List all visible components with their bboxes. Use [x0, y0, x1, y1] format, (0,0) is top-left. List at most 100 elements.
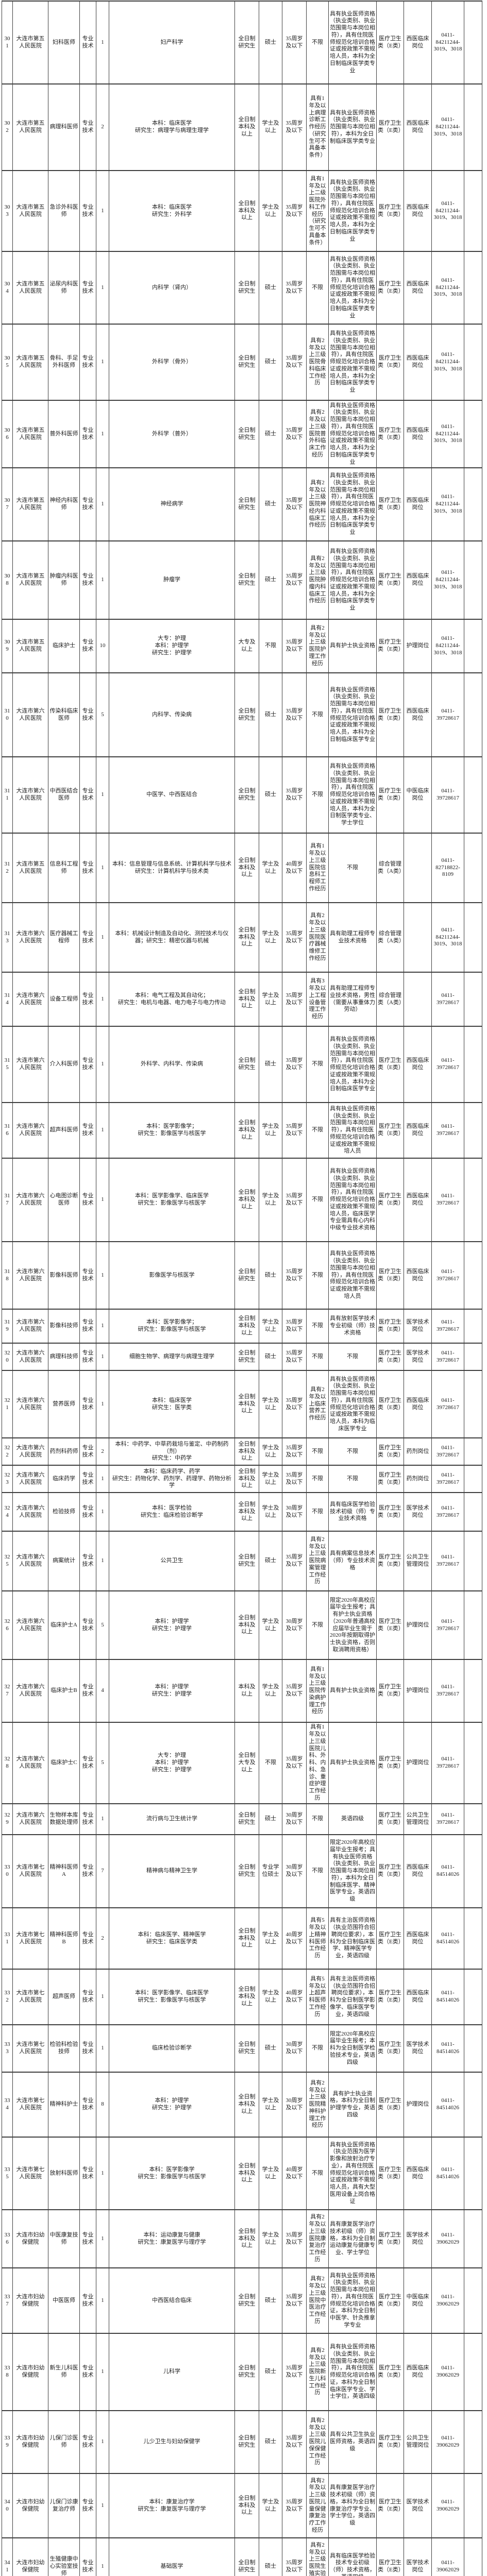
- cell-c4: 1: [96, 2333, 109, 2411]
- cell-c0: 329: [2, 1803, 13, 1835]
- cell-c14: [464, 1492, 482, 1532]
- cell-c14: [464, 1026, 482, 1103]
- cell-c10: 不限: [328, 833, 377, 903]
- cell-c14: [464, 902, 482, 973]
- table-row-338: 338 大连市妇幼保健院 新生儿科医师 专业技术 1 儿科学 全日制研究生 硕士 35周岁及以下…: [2, 2333, 482, 2411]
- table-row-321: 321 大连市第六人民医院 营养医师 专业技术 1 本科：临床医学 研究生：医学类 全日制本…: [2, 1370, 482, 1438]
- cell-c1: 大连市第六人民医院: [12, 672, 48, 757]
- cell-c5: 本科：康复治疗学 研究生：康复医学与理疗学: [109, 2473, 235, 2538]
- cell-c4: 1: [96, 1492, 109, 1532]
- cell-c4: 1: [96, 324, 109, 401]
- cell-c8: 35周岁及以下: [282, 672, 307, 757]
- cell-c1: 大连市第六人民医院: [12, 1370, 48, 1438]
- cell-c1: 大连市第五人民医院: [12, 83, 48, 171]
- cell-c11: 医疗卫生类（E类）: [376, 1102, 404, 1159]
- cell-c9: 具有1年及以上三级医院信息科工程师工作经历: [306, 833, 329, 903]
- cell-c1: 大连市第六人民医院: [12, 1437, 48, 1466]
- cell-c4: 2: [96, 1907, 109, 1970]
- cell-c9: 不限: [306, 672, 329, 757]
- table-row-337: 337 大连市妇幼保健院 中医医师 专业技术 1 中西医结合临床 全日制研究生 硕士 35周岁及…: [2, 2267, 482, 2334]
- cell-c2: 精神科医师B: [48, 1907, 80, 1970]
- cell-c0: 321: [2, 1370, 13, 1438]
- cell-c5: 大专：护理 本科：护理学 研究生：护理学: [109, 1722, 235, 1804]
- table-row-320: 320 大连市第六人民医院 病理科技师 专业技术 1 细胞生物学、病理学与病理生理学 全日制…: [2, 1343, 482, 1371]
- table-row-317: 317 大连市第六人民医院 心电图诊断医师 专业技术 1 本科：医学影像学、临床医学 研究…: [2, 1158, 482, 1242]
- cell-c6: 全日制研究生: [234, 1241, 259, 1310]
- cell-c7: 学士及以上: [259, 1907, 282, 1970]
- cell-c8: 35周岁及以下: [282, 1531, 307, 1591]
- cell-c6: 全日制本科及以上: [234, 972, 259, 1027]
- cell-c9: 不限: [306, 756, 329, 834]
- cell-c13: 0411-39728617: [431, 972, 464, 1027]
- cell-c9: 不限: [306, 1241, 329, 1310]
- cell-c12: 药剂岗位: [404, 1437, 432, 1466]
- cell-c3: 专业技术: [79, 2024, 96, 2073]
- cell-c8: 35周岁及以下: [282, 1102, 307, 1159]
- table-row-301: 301 大连市第五人民医院 妇科医师 专业技术 1 妇产科学 全日制研究生 硕士 35周岁及以下…: [2, 1, 482, 84]
- cell-c2: 超声医师: [48, 1969, 80, 2025]
- cell-c13: 0411-39062029: [431, 2473, 464, 2538]
- cell-c3: 专业技术: [79, 1437, 96, 1466]
- cell-c9: 具有2年及以上三级医院病案管理工作经历: [306, 1531, 329, 1591]
- cell-c7: 硕士: [259, 324, 282, 401]
- cell-c6: 全日制研究生: [234, 251, 259, 325]
- cell-c7: 硕士: [259, 1241, 282, 1310]
- cell-c4: 1: [96, 756, 109, 834]
- cell-c11: 医疗卫生类（E类）: [376, 2209, 404, 2268]
- cell-c12: 西医临床岗位: [404, 1158, 432, 1242]
- cell-c4: 1: [96, 1, 109, 84]
- cell-c2: 妇科医师: [48, 1, 80, 84]
- cell-c11: 医疗卫生类（E类）: [376, 1531, 404, 1591]
- cell-c4: 1: [96, 1803, 109, 1835]
- cell-c8: 35周岁及以下: [282, 400, 307, 468]
- table-row-333: 333 大连市第七人民医院 检验科检验技师 专业技术 1 临床检验诊断学 全日制研究生 硕士 3…: [2, 2024, 482, 2073]
- cell-c1: 大连市妇幼保健院: [12, 2267, 48, 2334]
- cell-c0: 302: [2, 83, 13, 171]
- cell-c1: 大连市第五人民医院: [12, 324, 48, 401]
- cell-c2: 心电图诊断医师: [48, 1158, 80, 1242]
- cell-c5: 本科：护理学 研究生：护理学: [109, 1659, 235, 1723]
- cell-c5: 中西医结合临床: [109, 2267, 235, 2334]
- cell-c9: 不限: [306, 2024, 329, 2073]
- cell-c12: 护理岗位: [404, 1590, 432, 1660]
- cell-c13: 0411-39728617: [431, 1659, 464, 1723]
- cell-c11: 医疗卫生类（E类）: [376, 83, 404, 171]
- cell-c6: 全日制研究生: [234, 2537, 259, 2576]
- cell-c10: 具有放射医学技术专业初级（师）技术资格: [328, 1309, 377, 1344]
- cell-c2: 病案统计: [48, 1531, 80, 1591]
- cell-c14: [464, 1659, 482, 1723]
- cell-c3: 专业技术: [79, 619, 96, 673]
- cell-c14: [464, 1102, 482, 1159]
- cell-c12: 西医临床岗位: [404, 540, 432, 620]
- cell-c6: 全日制研究生: [234, 467, 259, 541]
- cell-c6: 全日制研究生: [234, 672, 259, 757]
- cell-c11: 医疗卫生类（E类）: [376, 2410, 404, 2474]
- cell-c0: 304: [2, 251, 13, 325]
- cell-c11: 医疗卫生类（E类）: [376, 2473, 404, 2538]
- cell-c1: 大连市第六人民医院: [12, 902, 48, 973]
- cell-c8: 35周岁及以下: [282, 2537, 307, 2576]
- cell-c7: 硕士: [259, 2537, 282, 2576]
- cell-c8: 40周岁及以下: [282, 1969, 307, 2025]
- cell-c4: 1: [96, 2137, 109, 2210]
- cell-c5: 外科学、内科学、传染病: [109, 1026, 235, 1103]
- cell-c4: 10: [96, 619, 109, 673]
- cell-c8: 35周岁及以下: [282, 1, 307, 84]
- cell-c5: 基础医学: [109, 2537, 235, 2576]
- cell-c14: [464, 1, 482, 84]
- cell-c9: 具有1年及以上三级医院传染病护理工作经历: [306, 1659, 329, 1723]
- cell-c10: 具有主治医师资格（执业范围符合招聘岗位要求），本科为全日制医学影像学、临床医学专…: [328, 1969, 377, 2025]
- cell-c14: [464, 1370, 482, 1438]
- cell-c5: 中医学、中西医结合: [109, 756, 235, 834]
- cell-c2: 放射科医师: [48, 2137, 80, 2210]
- cell-c12: [404, 902, 432, 973]
- cell-c9: 不限: [306, 1437, 329, 1466]
- cell-c1: 大连市第六人民医院: [12, 756, 48, 834]
- cell-c11: 医疗卫生类（E类）: [376, 2072, 404, 2138]
- cell-c2: 生殖健康中心实验室技师: [48, 2537, 80, 2576]
- cell-c14: [464, 972, 482, 1027]
- cell-c6: 全日制研究生: [234, 1803, 259, 1835]
- cell-c10: 具有执业医师资格（执业类别、执业范围需与本岗位相符），具有住院医师规范化培训合格…: [328, 2333, 377, 2411]
- cell-c12: 公共卫生管理岗位: [404, 1531, 432, 1591]
- cell-c4: 1: [96, 1343, 109, 1371]
